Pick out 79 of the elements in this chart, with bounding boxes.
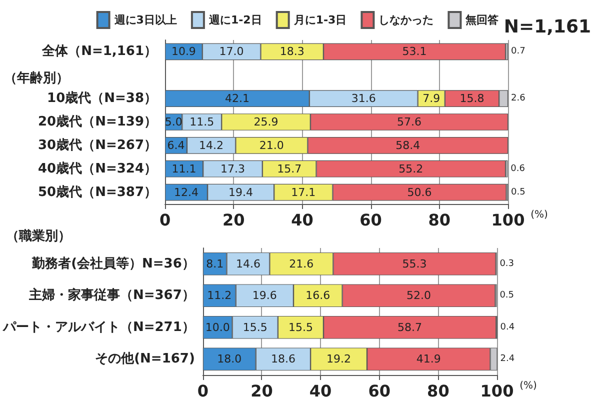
data-label: 19.4 (228, 186, 254, 199)
data-label: 15.5 (242, 320, 268, 334)
data-label: 10.0 (205, 320, 230, 334)
data-label: 55.3 (402, 257, 427, 270)
x-tick-label: 20 (222, 210, 245, 230)
y-tick-label: パート・アルバイト（N=271） (2, 320, 195, 335)
data-label: 11.1 (172, 162, 196, 176)
data-label: 15.8 (460, 92, 484, 106)
x-tick-label: 0 (197, 382, 208, 400)
y-tick-label: 10歳代（N=38） (47, 91, 157, 106)
data-label: 58.4 (396, 138, 420, 152)
x-tick-label: 100 (480, 382, 514, 400)
data-label: 8.1 (206, 257, 224, 270)
x-axis-title: (%) (520, 380, 538, 392)
data-label: 17.1 (291, 186, 316, 199)
data-label: 19.2 (326, 352, 352, 366)
data-label: 0.7 (511, 46, 526, 57)
x-tick-label: 40 (291, 210, 314, 230)
data-label: 55.2 (398, 162, 424, 176)
y-tick-label: 全体（N=1,161） (41, 44, 157, 60)
data-label: 7.9 (422, 92, 440, 106)
data-label: 18.0 (217, 352, 242, 366)
data-label: 17.3 (220, 162, 245, 176)
x-tick-label: 60 (360, 210, 382, 230)
x-tick-label: 20 (250, 382, 273, 400)
data-label: 17.0 (219, 45, 244, 58)
data-label: 12.4 (174, 186, 199, 199)
data-label: 11.5 (190, 116, 214, 128)
data-label: 0.4 (500, 322, 515, 332)
data-label: 15.5 (288, 320, 313, 334)
x-tick-label: 60 (368, 382, 390, 400)
data-label: 21.0 (259, 138, 284, 152)
data-label: 18.6 (270, 352, 296, 366)
legend-label: しなかった (378, 14, 434, 26)
data-label: 15.7 (277, 162, 302, 176)
y-tick-label: 30歳代（N=267） (38, 138, 157, 153)
data-label: 42.1 (224, 92, 250, 106)
data-label: 57.6 (396, 116, 422, 128)
data-label: 2.6 (511, 94, 526, 104)
data-label: 52.0 (406, 289, 432, 302)
legend-label: 無回答 (464, 14, 500, 26)
data-label: 0.6 (510, 164, 526, 174)
text: N=1,161 (504, 16, 592, 38)
y-tick-label: 主婦・家事従事（N=367） (28, 287, 195, 304)
data-label: 21.6 (289, 257, 314, 270)
x-axis-title: (%) (530, 210, 548, 220)
data-label: 0.3 (500, 258, 514, 269)
legend-label: 週に1-2日 (208, 14, 262, 26)
x-tick-label: 80 (427, 382, 450, 400)
data-label: 14.2 (199, 138, 224, 152)
text: （職業別） (6, 228, 71, 244)
data-label: 25.9 (254, 116, 278, 128)
data-label: 0.5 (500, 290, 514, 301)
data-label: 58.7 (398, 320, 422, 334)
y-tick-label: 40歳代（N=324） (38, 161, 157, 176)
data-label: 31.6 (351, 92, 376, 106)
data-label: 10.9 (171, 45, 196, 58)
text: （年齢別） (4, 71, 69, 86)
data-label: 16.6 (306, 289, 330, 302)
data-label: 18.3 (280, 45, 304, 58)
data-label: 14.6 (236, 257, 260, 270)
data-label: 50.6 (407, 186, 432, 199)
data-label: 6.4 (167, 138, 185, 152)
data-label: 53.1 (402, 45, 427, 58)
data-label: 19.6 (252, 289, 277, 302)
x-tick-label: 80 (428, 210, 451, 230)
x-tick-label: 40 (309, 382, 332, 400)
data-label: 2.4 (500, 354, 515, 364)
y-tick-label: その他(N=167) (95, 352, 195, 367)
data-label: 41.9 (416, 352, 441, 366)
y-tick-label: 勤務者(会社員等）N=36） (31, 255, 195, 272)
x-tick-label: 0 (159, 210, 171, 230)
y-tick-label: 20歳代（N=139） (38, 114, 157, 130)
data-label: 0.5 (511, 187, 526, 198)
data-label: 11.2 (207, 289, 232, 302)
legend-label: 週に3日以上 (113, 14, 177, 26)
legend-label: 月に1-3日 (292, 14, 347, 26)
x-tick-label: 100 (491, 210, 525, 230)
y-tick-label: 50歳代（N=387） (38, 184, 157, 200)
